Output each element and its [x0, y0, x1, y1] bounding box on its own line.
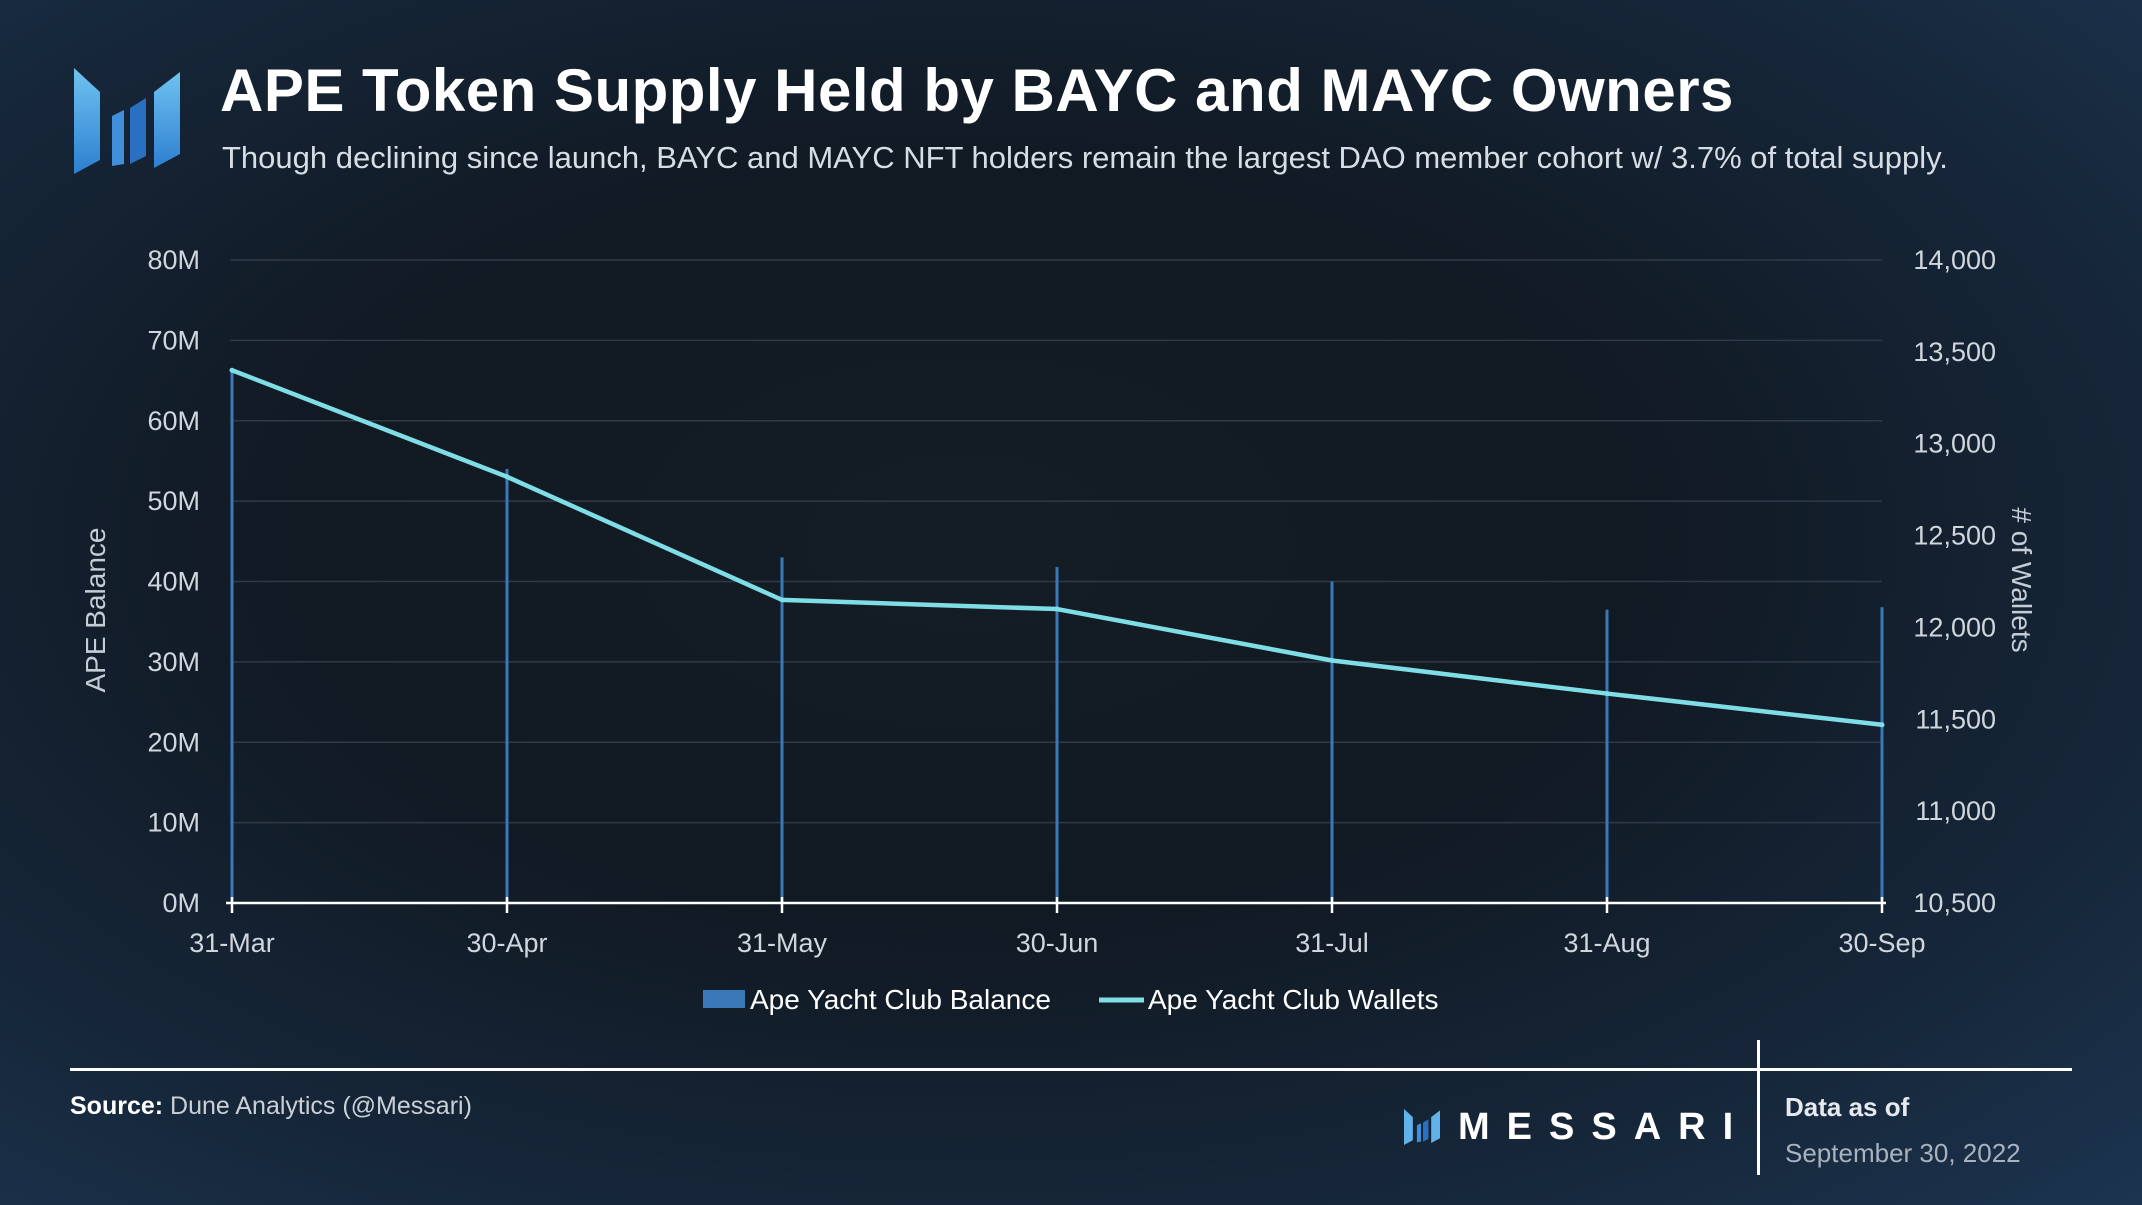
brand-logo: [74, 68, 180, 174]
source-label: Source:: [70, 1092, 164, 1120]
y2-tick-label: 11,500: [1915, 704, 1996, 734]
wallets-point: [1604, 691, 1610, 697]
x-tick-label: 31-Aug: [1563, 928, 1650, 958]
x-tick-label: 30-Sep: [1838, 928, 1925, 958]
y2-tick-label: 13,500: [1913, 337, 1996, 367]
y-tick-label: 80M: [147, 245, 200, 275]
x-tick-label: 31-Mar: [189, 928, 275, 958]
x-tick-label: 30-Apr: [466, 928, 547, 958]
legend-balance-swatch: [703, 990, 745, 1008]
y2-axis-title: # of Wallets: [2006, 507, 2037, 652]
y-tick-label: 0M: [162, 888, 200, 918]
page-title: APE Token Supply Held by BAYC and MAYC O…: [220, 57, 1734, 124]
page-subtitle: Though declining since launch, BAYC and …: [222, 140, 1948, 175]
wallets-point: [1879, 722, 1885, 728]
x-tick-label: 31-Jul: [1295, 928, 1369, 958]
balance-bar: [230, 372, 234, 903]
y-tick-label: 70M: [147, 325, 200, 355]
footer-brand: MESSARI: [1402, 1106, 1750, 1148]
data-as-of-label: Data as of: [1785, 1092, 1910, 1122]
y-tick-label: 20M: [147, 727, 200, 757]
legend-wallets-label: Ape Yacht Club Wallets: [1148, 984, 1439, 1015]
balance-bar: [1880, 607, 1884, 903]
legend-balance-label: Ape Yacht Club Balance: [750, 984, 1051, 1015]
x-tick-label: 30-Jun: [1016, 928, 1099, 958]
wallets-point: [229, 367, 235, 373]
balance-bar: [1055, 567, 1059, 903]
balance-bar: [505, 468, 509, 903]
y-tick-label: 10M: [147, 808, 200, 838]
y2-tick-label: 12,500: [1913, 521, 1996, 551]
data-as-of-date: September 30, 2022: [1785, 1138, 2021, 1168]
brand-mark-icon: [1404, 1109, 1440, 1145]
wallets-point: [1329, 657, 1335, 663]
y2-tick-label: 11,000: [1915, 796, 1996, 826]
brand-wordmark: MESSARI: [1458, 1105, 1751, 1148]
balance-bar: [1330, 581, 1334, 903]
y-tick-label: 30M: [147, 647, 200, 677]
source-text: Dune Analytics (@Messari): [163, 1092, 472, 1120]
wallets-point: [779, 597, 785, 603]
y-tick-label: 40M: [147, 567, 200, 597]
wallets-point: [1054, 606, 1060, 612]
x-tick-label: 31-May: [737, 928, 828, 958]
y2-tick-label: 13,000: [1913, 429, 1996, 459]
footer-divider: [70, 1068, 2072, 1071]
balance-bar: [1605, 609, 1609, 903]
y2-tick-label: 12,000: [1913, 612, 1996, 642]
y-tick-label: 60M: [147, 406, 200, 436]
y2-tick-label: 14,000: [1913, 245, 1996, 275]
y-tick-label: 50M: [147, 486, 200, 516]
source-note: Source: Dune Analytics (@Messari): [70, 1092, 472, 1121]
balance-bar: [780, 557, 784, 903]
wallets-point: [504, 474, 510, 480]
y-axis-title: APE Balance: [80, 528, 111, 693]
y2-tick-label: 10,500: [1913, 888, 1996, 918]
footer-vertical-divider: [1757, 1040, 1760, 1175]
